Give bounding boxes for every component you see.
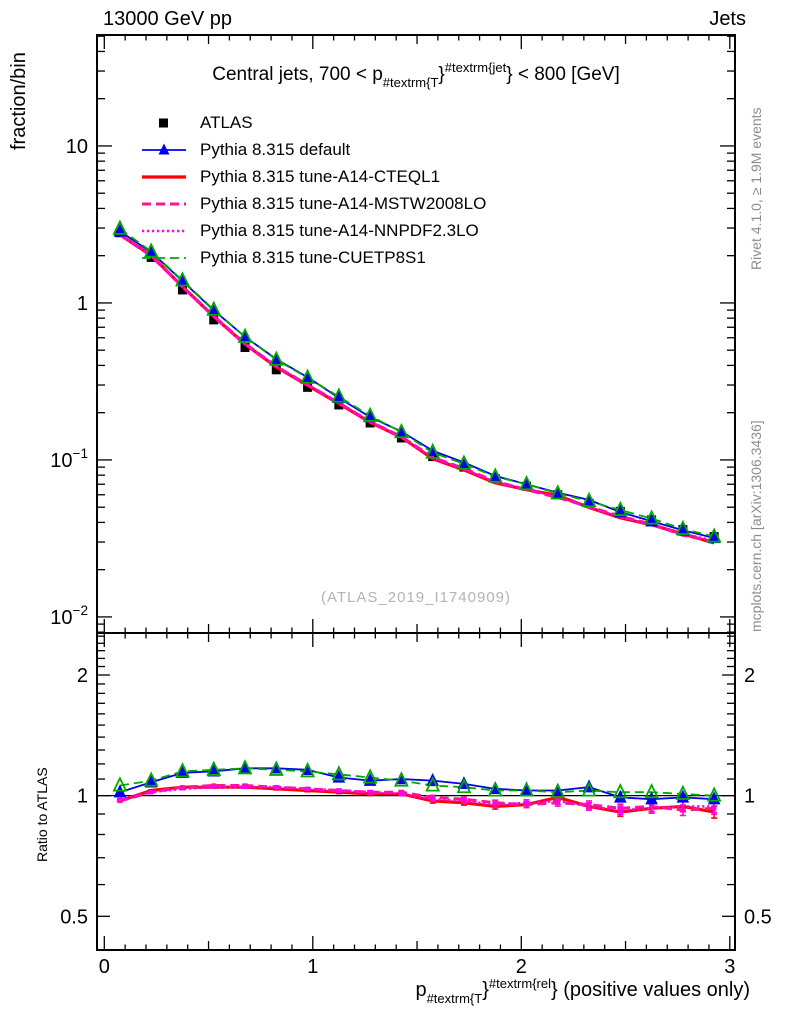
x-axis-label-brace: } <box>482 979 489 1001</box>
series-cuetp8s1-main <box>119 228 715 538</box>
svg-text:3: 3 <box>724 956 735 978</box>
series-cuetp8s1-ratio <box>119 767 715 797</box>
legend-swatch-mstw2008lo <box>142 202 186 205</box>
y-axis-label-ratio: Ratio to ATLAS <box>34 767 50 862</box>
beam-label: 13000 GeV pp <box>103 8 232 30</box>
legend-item-pythia-default: Pythia 8.315 default <box>140 136 486 163</box>
series-mstw2008lo-main <box>119 233 715 543</box>
svg-text:10−2: 10−2 <box>50 603 88 629</box>
series-nnpdf23lo-main <box>119 233 715 543</box>
legend-item-cuetp8s1: Pythia 8.315 tune-CUETP8S1 <box>140 244 486 271</box>
legend-swatch-cteql1 <box>142 174 186 179</box>
main-panel-series <box>112 219 722 545</box>
plot-title-brace: } <box>438 64 445 85</box>
legend-label-atlas: ATLAS <box>200 112 253 132</box>
ratio-panel-series <box>97 759 735 819</box>
plot-title-pre: Central jets, 700 < p <box>212 64 383 85</box>
legend: ATLAS Pythia 8.315 default Pythia 8.315 tu… <box>140 109 486 271</box>
legend-label-cteql1: Pythia 8.315 tune-A14-CTEQL1 <box>200 166 441 186</box>
svg-text:0: 0 <box>99 956 110 978</box>
legend-label-nnpdf23lo: Pythia 8.315 tune-A14-NNPDF2.3LO <box>200 220 479 240</box>
series-atlas-main <box>115 228 719 542</box>
ratio-frame <box>96 632 736 951</box>
legend-item-atlas: ATLAS <box>140 109 486 136</box>
x-axis-label-post: } (positive values only) <box>551 979 750 1001</box>
legend-item-nnpdf23lo: Pythia 8.315 tune-A14-NNPDF2.3LO <box>140 217 486 244</box>
svg-text:1: 1 <box>77 786 88 808</box>
legend-label-mstw2008lo: Pythia 8.315 tune-A14-MSTW2008LO <box>200 193 487 213</box>
svg-text:1: 1 <box>77 293 88 315</box>
legend-item-cteql1: Pythia 8.315 tune-A14-CTEQL1 <box>140 163 486 190</box>
legend-swatch-cuetp8s1 <box>142 256 186 259</box>
markers-cuetp8s1-main <box>112 219 722 543</box>
analysis-group-label: Jets <box>709 8 746 30</box>
svg-text:0.5: 0.5 <box>744 906 772 928</box>
rivet-version-note: Rivet 4.1.0, ≥ 1.9M events <box>748 107 764 270</box>
legend-item-mstw2008lo: Pythia 8.315 tune-A14-MSTW2008LO <box>140 190 486 217</box>
markers-pythia-default-main <box>113 223 721 544</box>
series-pythia-default-main <box>119 230 715 539</box>
svg-text:1: 1 <box>307 956 318 978</box>
svg-text:10: 10 <box>66 136 88 158</box>
mcplots-reference-note: mcplots.cern.ch [arXiv:1306.3436] <box>748 420 764 632</box>
legend-label-cuetp8s1: Pythia 8.315 tune-CUETP8S1 <box>200 247 426 267</box>
x-axis-label: p#textrm{T}#textrm{rel} (positive values… <box>415 976 750 1006</box>
x-axis-label-sub: #textrm{T <box>426 991 483 1006</box>
legend-swatch-pythia-default <box>142 143 186 154</box>
svg-text:2: 2 <box>77 665 88 687</box>
plot-title-sup: #textrm{jet <box>444 60 507 75</box>
svg-text:10−1: 10−1 <box>50 446 88 472</box>
legend-swatch-nnpdf23lo <box>142 229 186 232</box>
x-axis-label-pre: p <box>415 979 427 1001</box>
plot-title-post: } < 800 [GeV] <box>506 64 620 85</box>
svg-text:0.5: 0.5 <box>60 906 88 928</box>
svg-text:2: 2 <box>516 956 527 978</box>
plot-title-sub: #textrm{T <box>382 75 439 90</box>
y-axis-label-main: fraction/bin <box>8 52 30 150</box>
markers-cuetp8s1-ratio <box>112 759 722 802</box>
legend-swatch-atlas <box>159 118 168 127</box>
legend-label-pythia-default: Pythia 8.315 default <box>200 139 351 159</box>
series-cteql1-ratio <box>116 785 718 819</box>
series-cteql1-main <box>119 233 715 545</box>
tick-labels: 10 1 10−1 10−2 2 2 1 1 0.5 0.5 0 1 2 3 <box>50 136 772 978</box>
plot-title: Central jets, 700 < p#textrm{T}#textrm{j… <box>97 60 735 90</box>
svg-text:1: 1 <box>744 786 755 808</box>
analysis-id-watermark: (ATLAS_2019_I1740909) <box>320 589 511 606</box>
svg-text:2: 2 <box>744 665 755 687</box>
x-axis-label-sup: #textrm{rel <box>488 976 552 991</box>
